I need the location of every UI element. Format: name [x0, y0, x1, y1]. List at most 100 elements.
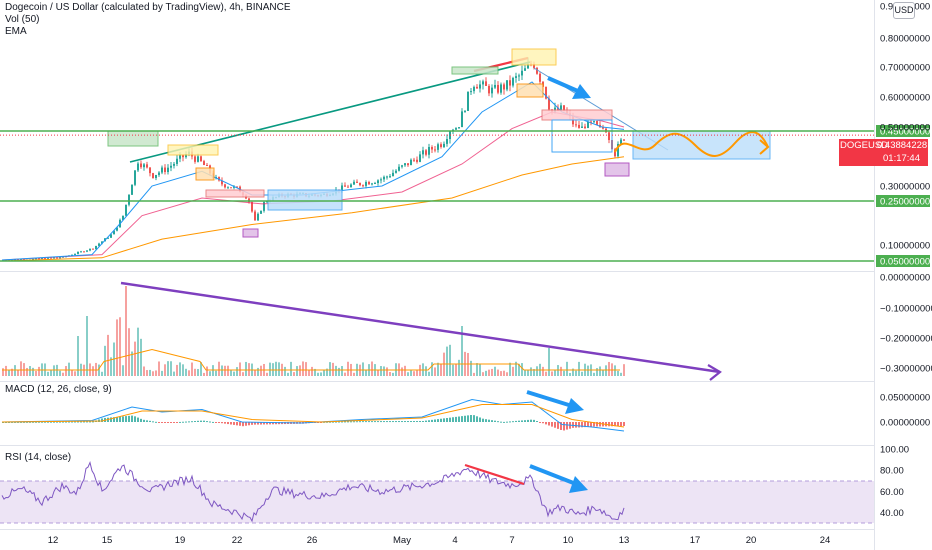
- volume-bar: [209, 371, 211, 376]
- candle-body: [35, 258, 37, 260]
- macd-histogram-bar: [587, 422, 589, 427]
- macd-histogram-bar: [365, 421, 367, 423]
- candle-body: [89, 248, 91, 251]
- volume-bar: [179, 362, 181, 376]
- macd-histogram-bar: [548, 422, 550, 426]
- candle-body: [251, 202, 253, 212]
- volume-bar: [173, 371, 175, 376]
- volume-bar: [308, 370, 310, 376]
- macd-histogram-bar: [329, 421, 331, 423]
- candle-body: [131, 184, 133, 195]
- volume-bar: [560, 366, 562, 376]
- volume-tick-label: 0.00000000: [880, 273, 930, 284]
- volume-bar: [470, 360, 472, 376]
- macd-histogram-bar: [236, 422, 238, 426]
- candle-body: [602, 127, 604, 129]
- macd-histogram-bar: [47, 421, 49, 423]
- candle-body: [545, 86, 547, 99]
- volume-bar: [230, 369, 232, 376]
- volume-bar: [53, 365, 55, 376]
- macd-histogram-bar: [164, 422, 166, 423]
- macd-histogram-bar: [530, 419, 532, 422]
- volume-bar: [485, 370, 487, 376]
- macd-histogram-bar: [125, 416, 127, 422]
- macd-histogram-bar: [215, 422, 217, 423]
- volume-bar: [503, 370, 505, 376]
- volume-tick-label: −0.10000000: [880, 304, 932, 315]
- volume-bar: [347, 361, 349, 376]
- macd-histogram-bar: [350, 421, 352, 423]
- macd-histogram-bar: [356, 421, 358, 423]
- macd-histogram-bar: [14, 421, 16, 423]
- candle-body: [377, 180, 379, 184]
- candle-body: [401, 165, 403, 167]
- candle-body: [206, 165, 208, 167]
- volume-bar: [518, 363, 520, 376]
- volume-bar: [197, 369, 199, 376]
- candle-body: [560, 105, 562, 111]
- macd-histogram-bar: [449, 417, 451, 422]
- time-axis: 12 15 19 22 26 May 4 7 10 13 17 20 24: [48, 535, 831, 546]
- volume-bar: [593, 372, 595, 376]
- macd-histogram-bar: [446, 418, 448, 422]
- candle-body: [110, 234, 112, 238]
- macd-histogram-bar: [269, 422, 271, 425]
- volume-bar: [158, 361, 160, 376]
- volume-bar: [203, 372, 205, 376]
- macd-histogram-bar: [113, 417, 115, 422]
- down-arrow-head: [565, 398, 584, 414]
- volume-bar: [320, 372, 322, 376]
- volume-bar: [563, 370, 565, 376]
- macd-histogram-bar: [260, 422, 262, 425]
- currency-button[interactable]: USD: [893, 2, 915, 19]
- volume-bar: [554, 370, 556, 376]
- candle-body: [74, 253, 76, 255]
- time-tick-label: May: [393, 535, 411, 546]
- macd-histogram-bar: [251, 422, 253, 425]
- macd-histogram-bar: [371, 421, 373, 423]
- volume-bar: [332, 362, 334, 376]
- macd-histogram-bar: [422, 421, 424, 422]
- volume-bar: [476, 363, 478, 376]
- highlight-box: [604, 162, 630, 177]
- volume-bar: [317, 372, 319, 376]
- rsi-tick-label: 100.00: [880, 445, 909, 456]
- volume-bar: [2, 368, 4, 376]
- candle-body: [263, 202, 265, 211]
- macd-histogram-bar: [425, 420, 427, 422]
- macd-histogram-bar: [521, 420, 523, 422]
- macd-histogram-bar: [485, 419, 487, 422]
- macd-histogram-bar: [242, 422, 244, 427]
- volume-bar: [416, 370, 418, 376]
- macd-histogram-bar: [536, 421, 538, 422]
- volume-arrowhead: [707, 364, 722, 381]
- macd-histogram-bar: [209, 421, 211, 423]
- macd-histogram-bar: [248, 422, 250, 426]
- macd-histogram-bar: [5, 421, 7, 423]
- candle-body: [257, 213, 259, 221]
- price-tick-label: 0.80000000: [880, 34, 930, 45]
- volume-pane: [2, 286, 625, 376]
- macd-histogram-bar: [599, 422, 601, 427]
- volume-bar: [488, 369, 490, 376]
- candle-body: [197, 156, 199, 162]
- candle-body: [518, 75, 520, 77]
- volume-bar: [353, 372, 355, 376]
- candle-body: [374, 183, 376, 185]
- candle-body: [149, 167, 151, 174]
- macd-legend: MACD (12, 26, close, 9): [5, 384, 112, 395]
- volume-legend: Vol (50): [5, 14, 40, 25]
- volume-bar: [323, 370, 325, 376]
- macd-histogram-bar: [584, 422, 586, 428]
- candle-body: [512, 77, 514, 86]
- volume-bar: [569, 372, 571, 376]
- macd-histogram-bar: [545, 422, 547, 425]
- volume-bar: [149, 369, 151, 376]
- candle-body: [371, 183, 373, 185]
- macd-tick-label: 0.00000000: [880, 418, 930, 429]
- candle-body: [362, 185, 364, 187]
- macd-histogram-bar: [191, 421, 193, 423]
- candle-body: [182, 154, 184, 158]
- candle-body: [122, 215, 124, 220]
